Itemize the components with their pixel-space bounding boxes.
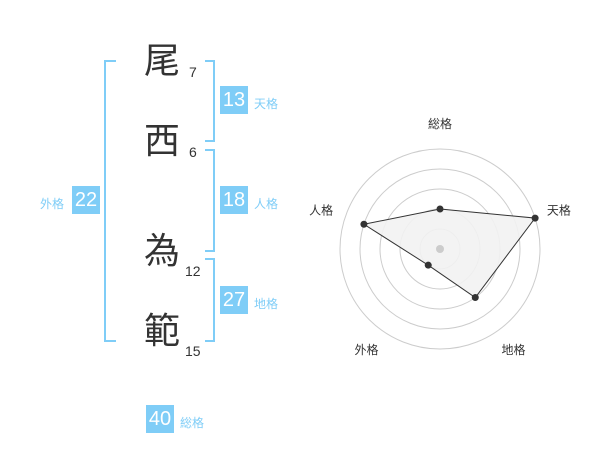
gaikaku-bracket [104, 60, 116, 342]
stroke-count-1: 7 [189, 64, 197, 80]
chikaku-value: 27 [220, 286, 248, 314]
name-char-1: 尾 [143, 41, 180, 82]
radar-axis-label: 人格 [309, 202, 333, 217]
radar-axis-label: 外格 [355, 342, 379, 357]
stroke-count-2: 6 [189, 144, 197, 160]
chikaku-bracket [205, 258, 215, 342]
radar-point [424, 261, 432, 269]
tenkaku-value: 13 [220, 86, 248, 114]
soukaku-value: 40 [146, 405, 174, 433]
gaikaku-label: 外格 [40, 197, 65, 211]
radar-ring [359, 168, 521, 330]
radar-point [436, 205, 444, 213]
radar-ring [339, 148, 541, 350]
jinkaku-bracket [205, 149, 215, 252]
name-char-3: 為 [143, 231, 180, 272]
stroke-count-3: 12 [185, 263, 201, 279]
soukaku-label: 総格 [180, 416, 205, 430]
radar-point [471, 294, 479, 302]
radar-center [436, 245, 444, 253]
tenkaku-bracket [205, 60, 215, 142]
gaikaku-value: 22 [72, 186, 100, 214]
radar-axis-label: 総格 [428, 116, 452, 131]
jinkaku-value: 18 [220, 186, 248, 214]
name-char-4: 範 [143, 311, 180, 352]
tenkaku-label: 天格 [254, 97, 279, 111]
name-char-2: 西 [143, 121, 180, 162]
chikaku-label: 地格 [254, 297, 279, 311]
radar-point [360, 220, 368, 228]
jinkaku-label: 人格 [254, 197, 279, 211]
stroke-count-4: 15 [185, 343, 201, 359]
radar-axis-label: 天格 [547, 202, 571, 217]
radar-point [531, 214, 539, 222]
radar-polygon [362, 208, 537, 299]
radar-axis-label: 地格 [501, 342, 525, 357]
